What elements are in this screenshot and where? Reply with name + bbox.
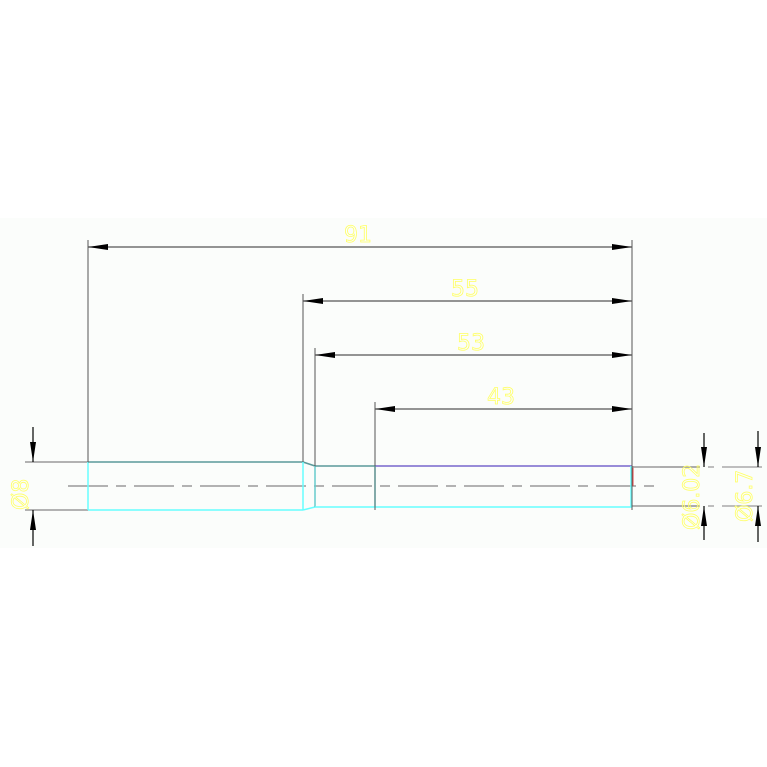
- dim-text-91: 91: [344, 223, 372, 248]
- dim-text-dia602: Ø6.02: [680, 464, 705, 530]
- drawing-area: [0, 218, 767, 548]
- dim-text-55: 55: [451, 277, 479, 302]
- dim-text-dia67: Ø6.7: [733, 470, 758, 522]
- dim-text-43: 43: [487, 385, 515, 410]
- dim-text-53: 53: [457, 331, 485, 356]
- shaft-outline: [25, 461, 700, 511]
- extension-lines: [87, 240, 633, 510]
- dim-text-dia8: Ø8: [9, 479, 34, 510]
